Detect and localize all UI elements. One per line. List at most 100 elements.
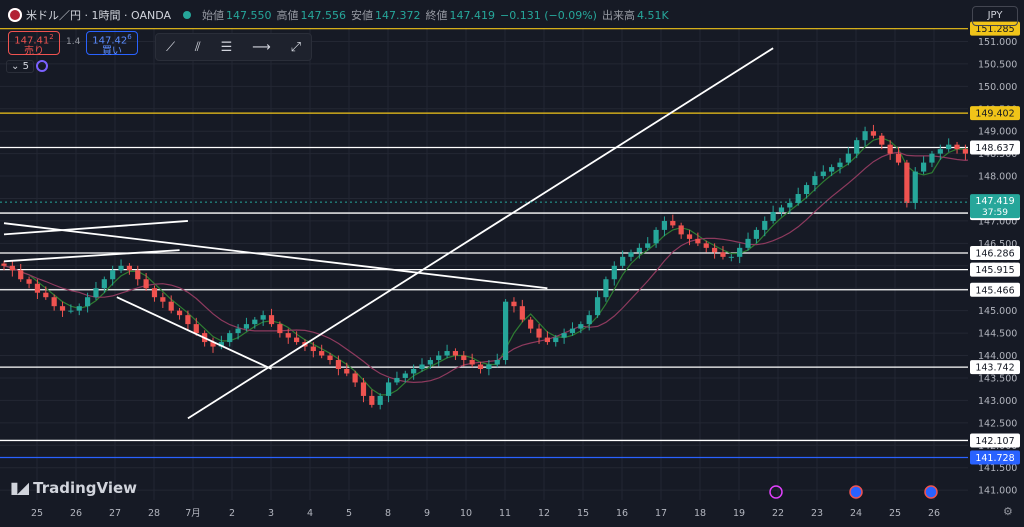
low-value: 147.372 <box>375 8 421 22</box>
indicator-circle-icon[interactable] <box>36 60 48 72</box>
candle-body <box>43 292 49 298</box>
x-tick-label: 26 <box>70 508 82 519</box>
candle-body <box>444 351 450 356</box>
candle-body <box>76 306 82 311</box>
candle-body <box>93 288 99 298</box>
candle-body <box>762 220 768 230</box>
level-label-box <box>970 360 1020 375</box>
candle-body <box>277 324 283 334</box>
level-label: 141.728 <box>975 453 1014 464</box>
extended-line-icon[interactable]: ⤢ <box>290 39 302 55</box>
volume-value: 4.51K <box>636 8 669 22</box>
y-tick-label: 141.500 <box>978 463 1017 474</box>
candle-body <box>469 360 475 365</box>
multi-line-icon[interactable]: ⫽ <box>194 39 201 55</box>
candle-body <box>770 211 776 221</box>
currency-select[interactable]: JPY <box>972 6 1018 26</box>
candle-body <box>9 265 15 271</box>
candle-body <box>912 171 918 203</box>
horizontal-levels[interactable] <box>0 28 968 459</box>
y-tick-label: 150.500 <box>978 59 1017 70</box>
candle-body <box>310 346 316 352</box>
candle-body <box>921 162 927 172</box>
y-tick-label: 143.500 <box>978 373 1017 384</box>
level-label-box <box>970 106 1020 121</box>
candle-body <box>360 382 367 396</box>
candle-body <box>653 229 659 244</box>
candle-body <box>268 315 275 325</box>
x-tick-label: 28 <box>148 508 160 519</box>
trend-line <box>116 296 272 370</box>
x-tick-label: 25 <box>889 508 901 519</box>
gear-icon[interactable]: ⚙ <box>1003 505 1013 518</box>
level-label-box <box>970 282 1020 297</box>
candle-body <box>193 324 199 334</box>
candle-body <box>18 270 24 280</box>
candle-body <box>820 171 826 177</box>
candle-body <box>294 337 300 343</box>
level-label-box <box>970 140 1020 155</box>
candle-body <box>436 355 442 361</box>
candle-body <box>670 220 676 226</box>
buy-button[interactable]: 147.426 買い <box>86 31 138 57</box>
candle-body <box>1 263 7 266</box>
indicator-toggle[interactable]: ⌄ 5 <box>6 60 34 73</box>
candle-body <box>745 238 751 248</box>
candle-body <box>854 140 860 154</box>
candle-body <box>110 270 116 280</box>
ray-icon[interactable]: ⟶ <box>252 39 271 55</box>
lightning-icon[interactable] <box>769 485 783 499</box>
us-flag-icon[interactable] <box>924 485 938 499</box>
y-tick-label: 145.000 <box>978 306 1017 317</box>
symbol-header: 米ドル／円 · 1時間 · OANDA 始値 147.550 高値 147.556 … <box>0 0 669 30</box>
candle-body <box>477 364 484 369</box>
x-tick-label: 8 <box>385 508 391 519</box>
event-icons[interactable] <box>769 485 938 499</box>
current-price-text: 147.419 <box>975 196 1014 207</box>
x-tick-label: 4 <box>307 508 313 519</box>
buy-price-sup: 6 <box>127 33 132 41</box>
candle-body <box>427 360 433 365</box>
candle-body <box>319 351 325 356</box>
x-tick-label: 26 <box>928 508 940 519</box>
y-tick-label: 144.000 <box>978 351 1017 362</box>
candle-body <box>720 252 726 257</box>
candle-body <box>160 297 166 302</box>
candle-body <box>686 234 693 239</box>
sell-button[interactable]: 147.412 売り <box>8 31 60 57</box>
us-flag-icon[interactable] <box>849 485 863 499</box>
candle-body <box>59 306 66 311</box>
candle-body <box>620 256 626 266</box>
x-tick-label: 27 <box>109 508 121 519</box>
candle-body <box>561 333 567 338</box>
x-tick-label: 23 <box>811 508 823 519</box>
candle-body <box>118 265 124 271</box>
x-tick-label: 2 <box>229 508 235 519</box>
candle-body <box>51 297 57 307</box>
candle-body <box>879 135 885 145</box>
candle-body <box>85 297 91 307</box>
trend-line-icon[interactable]: ⟋ <box>165 39 176 55</box>
lines-icon[interactable]: ☰ <box>220 39 233 55</box>
tradingview-logo[interactable]: ▮◢ TradingView <box>10 478 137 497</box>
candle-body <box>185 315 191 325</box>
x-tick-label: 15 <box>577 508 589 519</box>
candle-body <box>837 162 843 168</box>
x-tick-label: 10 <box>460 508 472 519</box>
candle-body <box>544 337 550 343</box>
open-label: 始値 <box>202 9 224 22</box>
candle-body <box>327 355 333 361</box>
x-tick-label: 3 <box>268 508 274 519</box>
candle-body <box>586 315 592 325</box>
y-tick-label: 150.000 <box>978 82 1017 93</box>
trend-lines[interactable] <box>3 47 774 420</box>
candle-body <box>461 355 467 361</box>
candle-body <box>260 315 266 320</box>
symbol-title[interactable]: 米ドル／円 · 1時間 · OANDA <box>26 9 171 22</box>
spread-value: 1.4 <box>66 37 81 47</box>
candle-body <box>369 395 375 405</box>
candle-body <box>126 265 132 271</box>
candle-body <box>210 342 216 347</box>
